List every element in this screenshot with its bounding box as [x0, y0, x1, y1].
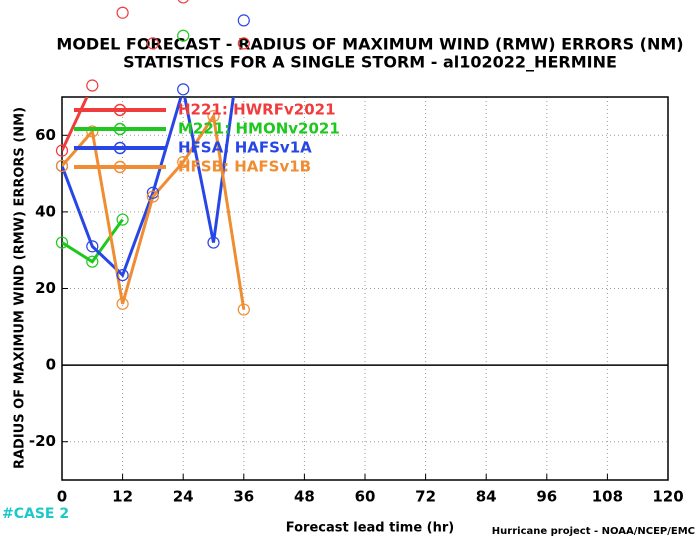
data-point: [237, 14, 250, 27]
x-tick-label: 84: [476, 488, 497, 506]
y-tick-label: 60: [35, 126, 56, 144]
chart-subtitle: STATISTICS FOR A SINGLE STORM - al102022…: [123, 53, 617, 72]
x-tick-label: 108: [592, 488, 623, 506]
legend-label: H221: HWRFv2021: [178, 101, 336, 119]
data-point: [116, 213, 129, 226]
data-point: [146, 190, 159, 203]
data-point: [55, 236, 69, 249]
data-point: [207, 110, 220, 123]
y-tick-label: -20: [29, 432, 56, 450]
data-point: [86, 255, 99, 268]
data-point: [177, 83, 190, 96]
plot-frame: [61, 96, 669, 481]
data-point: [207, 236, 220, 249]
data-point: [237, 37, 250, 50]
data-point: [55, 144, 69, 157]
x-tick-label: 36: [233, 488, 254, 506]
x-tick-label: 12: [112, 488, 133, 506]
legend-label: M221: HMONv2021: [178, 120, 340, 138]
plot-lines: [62, 97, 246, 310]
y-tick-label: 40: [35, 202, 56, 220]
legend-marker: [113, 160, 127, 174]
data-point: [116, 268, 129, 282]
x-tick-label: 60: [355, 488, 376, 506]
data-point: [116, 6, 129, 19]
x-tick-label: 72: [415, 488, 436, 506]
series-line: [62, 112, 246, 310]
x-tick-label: 48: [294, 488, 315, 506]
data-point: [177, 0, 189, 4]
series-line: [62, 97, 89, 152]
case-label: #CASE 2: [2, 506, 69, 522]
y-axis-label: RADIUS OF MAXIMUM WIND (RMW) ERRORS (NM): [13, 107, 28, 469]
credit: Hurricane project - NOAA/NCEP/EMC: [492, 526, 695, 537]
data-point: [55, 159, 69, 173]
series-line: [62, 97, 235, 278]
data-point: [146, 186, 159, 199]
legend-label: HFSB: HAFSv1B: [178, 158, 311, 176]
y-tick-label: 20: [35, 279, 56, 297]
data-point: [116, 297, 129, 310]
data-point: [86, 125, 99, 138]
data-point: [86, 240, 99, 253]
x-tick-label: 24: [173, 488, 194, 506]
data-point: [86, 79, 99, 92]
legend-marker: [113, 103, 127, 117]
data-point: [146, 37, 159, 50]
x-tick-label: 96: [536, 488, 557, 506]
data-point: [237, 303, 250, 316]
chart-title: MODEL FORECAST - RADIUS OF MAXIMUM WIND …: [56, 35, 683, 54]
x-axis-label: Forecast lead time (hr): [286, 521, 454, 536]
series-line: [62, 218, 124, 264]
legend-label: HFSA: HAFSv1A: [178, 139, 312, 157]
y-tick-label: 0: [46, 356, 56, 374]
data-point: [177, 156, 190, 169]
x-tick-label: 0: [57, 488, 67, 506]
data-point: [177, 29, 190, 42]
legend-marker: [113, 122, 127, 136]
x-tick-label: 120: [652, 488, 683, 506]
legend-marker: [113, 141, 127, 155]
